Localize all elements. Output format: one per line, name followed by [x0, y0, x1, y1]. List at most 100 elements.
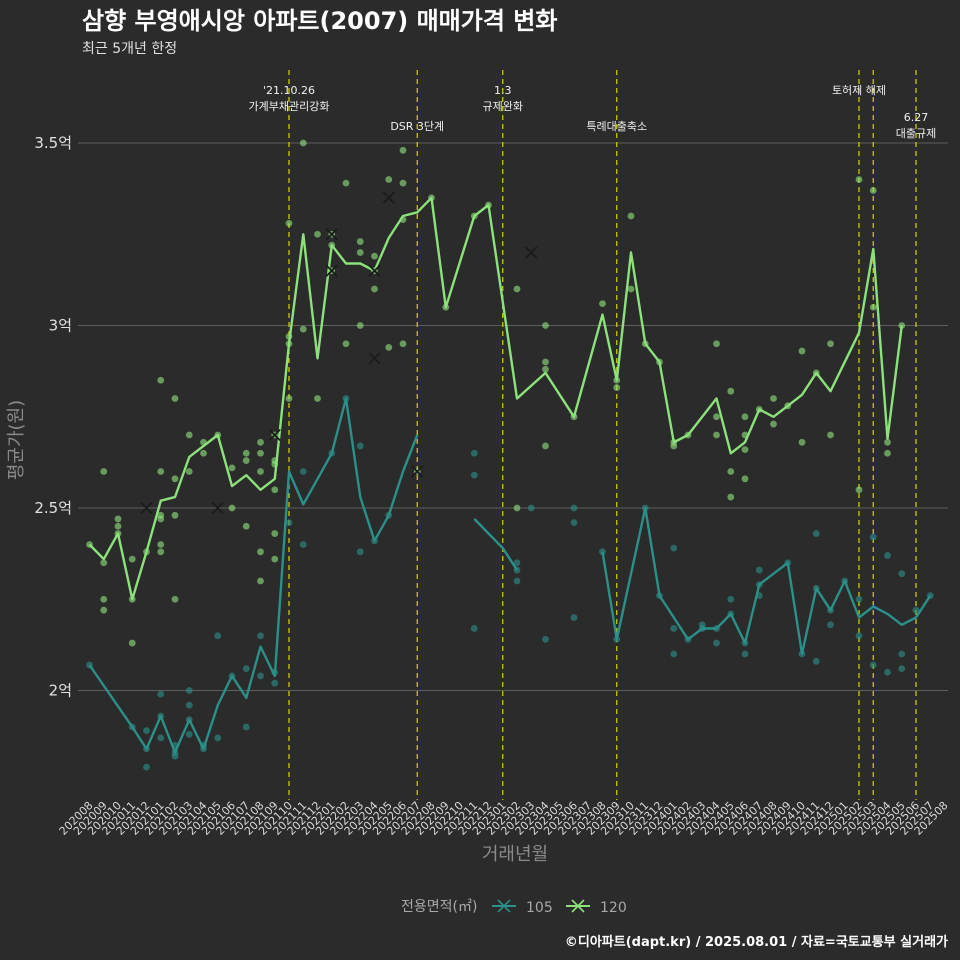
data-point-120: [114, 522, 122, 530]
legend-marker-105: [497, 899, 511, 913]
data-point-105: [143, 727, 150, 735]
data-point-105: [912, 606, 920, 614]
data-point-120: [542, 322, 549, 329]
data-point-120: [855, 486, 863, 494]
data-point-120: [285, 219, 293, 227]
data-point-120: [399, 340, 407, 348]
data-point-105: [827, 621, 834, 629]
data-point-120: [613, 384, 621, 391]
data-point-120: [285, 395, 293, 402]
data-point-120: [798, 347, 806, 355]
data-point-120: [299, 325, 307, 333]
data-point-105: [470, 449, 478, 457]
policy-annotation: 대출규제: [896, 127, 936, 140]
data-point-120: [869, 187, 877, 194]
policy-annotation: '21.10.26: [263, 84, 315, 97]
data-point-120: [242, 457, 250, 464]
data-point-105: [755, 566, 763, 574]
data-point-105: [356, 548, 364, 556]
data-point-105: [570, 614, 578, 621]
cross-marker-120: [382, 191, 395, 204]
legend-label-105: 105: [526, 900, 553, 916]
series-105: [86, 395, 934, 771]
data-point-120: [257, 449, 264, 457]
data-point-120: [185, 468, 193, 475]
data-point-105: [542, 636, 549, 643]
data-point-120: [242, 522, 250, 530]
data-point-120: [271, 486, 279, 494]
data-point-120: [185, 431, 193, 439]
data-point-120: [727, 387, 735, 395]
data-point-120: [770, 420, 777, 428]
data-point-120: [627, 285, 635, 293]
policy-annotation: 6.27: [904, 111, 929, 124]
data-point-105: [513, 577, 521, 585]
data-point-120: [727, 468, 735, 475]
data-point-105: [214, 734, 222, 742]
data-point-105: [356, 442, 364, 450]
data-point-120: [827, 340, 834, 348]
data-point-120: [798, 438, 806, 446]
data-point-105: [599, 548, 606, 556]
data-point-105: [884, 552, 891, 559]
data-point-105: [527, 504, 535, 512]
legend-marker-120: [571, 899, 585, 913]
data-point-120: [171, 595, 179, 603]
cross-marker-120: [368, 352, 381, 365]
x-axis-title: 거래년월: [482, 844, 548, 865]
y-tick-label: 2억: [49, 682, 72, 700]
data-point-105: [570, 519, 578, 526]
series-layer: [86, 139, 934, 771]
data-point-105: [570, 504, 578, 512]
chart-title: 삼향 부영애시앙 아파트(2007) 매매가격 변화: [82, 7, 557, 35]
data-point-105: [713, 639, 720, 647]
series-120: [86, 139, 906, 647]
data-point-105: [727, 595, 735, 603]
data-point-120: [271, 555, 279, 563]
data-point-105: [299, 468, 307, 475]
cross-marker-120: [411, 465, 424, 478]
data-point-120: [157, 548, 165, 556]
data-point-105: [898, 570, 906, 578]
data-point-105: [470, 625, 478, 632]
data-point-105: [812, 530, 820, 537]
chart-subtitle: 최근 5개년 한정: [82, 41, 177, 57]
data-point-120: [855, 176, 863, 183]
y-tick-label: 2.5억: [34, 499, 72, 517]
cross-marker-120: [525, 246, 538, 259]
series-line-120: [88, 196, 903, 601]
policy-annotation: 특례대출축소: [586, 120, 647, 133]
data-point-120: [128, 639, 136, 647]
data-point-120: [157, 468, 165, 475]
data-point-120: [770, 395, 777, 402]
data-point-120: [114, 515, 122, 523]
data-point-105: [257, 632, 264, 640]
data-point-120: [342, 179, 350, 187]
policy-annotation: 규제완화: [483, 100, 523, 113]
data-point-120: [257, 548, 264, 556]
data-point-120: [171, 475, 179, 483]
data-point-120: [599, 300, 606, 307]
data-point-105: [855, 595, 863, 603]
data-point-105: [157, 690, 165, 698]
data-point-120: [713, 413, 720, 421]
data-point-120: [741, 413, 749, 421]
data-point-120: [627, 212, 635, 220]
policy-annotation: 토허제 해제: [832, 83, 886, 97]
data-point-120: [356, 249, 364, 256]
data-point-120: [356, 238, 364, 245]
data-point-105: [185, 701, 193, 709]
cross-marker-120: [325, 264, 338, 277]
data-point-120: [100, 606, 108, 614]
data-point-120: [157, 376, 165, 384]
data-point-120: [171, 511, 179, 519]
cross-marker-120: [368, 264, 381, 277]
data-point-120: [513, 504, 521, 512]
data-point-120: [869, 303, 877, 311]
data-point-105: [242, 723, 250, 731]
data-point-120: [385, 344, 393, 351]
data-point-105: [271, 679, 279, 687]
